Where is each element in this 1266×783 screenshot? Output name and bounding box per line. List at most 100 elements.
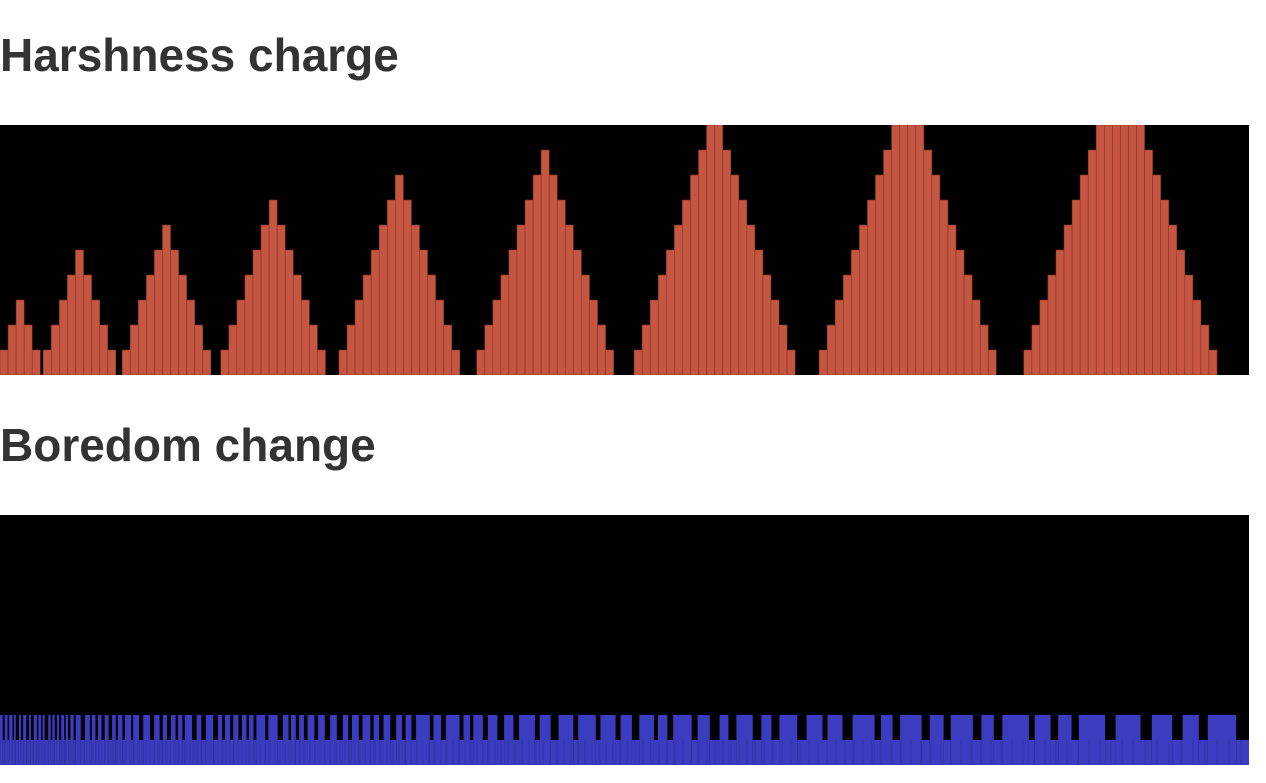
harshness-bar [129, 324, 139, 375]
boredom-bar [445, 715, 460, 765]
harshness-bar [99, 324, 108, 375]
boredom-bar [131, 740, 134, 765]
harshness-bar [947, 224, 957, 375]
boredom-bar [429, 740, 434, 765]
boredom-bar [124, 715, 132, 765]
boredom-bar [405, 715, 412, 765]
boredom-bar [303, 740, 308, 765]
boredom-bar [1071, 740, 1079, 765]
harshness-bar [641, 324, 651, 375]
harshness-bar [435, 299, 444, 375]
harshness-bar [170, 249, 179, 375]
boredom-bar [295, 740, 300, 765]
boredom-chart-svg [0, 715, 1249, 765]
harshness-bar [403, 199, 412, 375]
harshness-bar [427, 274, 436, 375]
harshness-bar [770, 299, 780, 375]
boredom-bar [7, 740, 10, 765]
harshness-bar [252, 249, 262, 375]
harshness-bar [194, 324, 204, 375]
boredom-bar [639, 715, 654, 765]
harshness-bar [963, 274, 973, 375]
boredom-bar [9, 715, 13, 765]
boredom-bar [874, 740, 882, 765]
harshness-bar [1047, 274, 1057, 375]
boredom-bar [98, 715, 102, 765]
boredom-bar [307, 715, 315, 765]
harshness-bar [1200, 324, 1210, 375]
boredom-bar [101, 740, 105, 765]
boredom-bar [653, 740, 659, 765]
boredom-bar [15, 740, 19, 765]
boredom-bar [36, 740, 39, 765]
boredom-bar [222, 740, 226, 765]
harshness-bar [762, 274, 772, 375]
harshness-bar [411, 224, 420, 375]
boredom-bar [342, 715, 349, 765]
boredom-bar [1105, 740, 1116, 765]
harshness-bar [186, 299, 195, 375]
harshness-bar [516, 224, 526, 375]
boredom-bar [1028, 740, 1035, 765]
harshness-bar [605, 349, 614, 375]
boredom-bar [736, 715, 753, 765]
harshness-bar [987, 349, 997, 375]
harshness-bar [386, 199, 396, 375]
boredom-bar [504, 715, 514, 765]
harshness-bar [508, 249, 518, 375]
boredom-bar [184, 715, 193, 765]
boredom-bar [1050, 740, 1059, 765]
boredom-bar [728, 740, 737, 765]
harshness-bar [955, 249, 965, 375]
boredom-bar [1236, 740, 1249, 765]
harshness-bar [146, 274, 155, 375]
harshness-bar [754, 249, 764, 375]
boredom-bar [54, 740, 57, 765]
harshness-bar [706, 125, 715, 375]
boredom-bar [1034, 715, 1051, 765]
harshness-bar [378, 224, 388, 375]
boredom-bar [1198, 740, 1208, 765]
harshness-bar [1160, 199, 1169, 375]
boredom-bar [143, 715, 150, 765]
harshness-bar [1071, 199, 1081, 375]
harshness-bar [899, 125, 909, 375]
boredom-bar [91, 715, 96, 765]
boredom-bar [149, 740, 155, 765]
boredom-bar [1182, 715, 1199, 765]
boredom-bar [433, 715, 441, 765]
boredom-bar [324, 740, 331, 765]
boredom-bar [167, 740, 171, 765]
boredom-chart-title: Boredom change [0, 419, 376, 471]
boredom-bar [95, 740, 99, 765]
boredom-bar [330, 715, 337, 765]
boredom-bar [1058, 715, 1072, 765]
boredom-bar [84, 715, 90, 765]
harshness-chart [0, 125, 1249, 375]
boredom-bar [573, 740, 579, 765]
boredom-bar [673, 715, 692, 765]
harshness-bar [91, 299, 100, 375]
boredom-bar [265, 740, 269, 765]
harshness-bar [690, 174, 699, 375]
harshness-bar [178, 274, 187, 375]
harshness-bar [500, 274, 510, 375]
boredom-bar [797, 740, 807, 765]
boredom-bar [351, 715, 359, 765]
harshness-bar [338, 349, 348, 375]
boredom-bar [104, 715, 109, 765]
harshness-bar [1184, 274, 1194, 375]
boredom-bar [80, 740, 85, 765]
harshness-bar [284, 249, 294, 375]
harshness-bar [649, 299, 659, 375]
harshness-bar [1176, 249, 1186, 375]
harshness-bar [923, 149, 933, 375]
harshness-bar [532, 174, 542, 375]
boredom-bar [133, 715, 140, 765]
boredom-bar [972, 740, 982, 765]
harshness-bar [268, 199, 278, 375]
harshness-bar [370, 249, 380, 375]
boredom-bar [30, 740, 34, 765]
boredom-bar [370, 740, 374, 765]
boredom-bar [48, 715, 51, 765]
